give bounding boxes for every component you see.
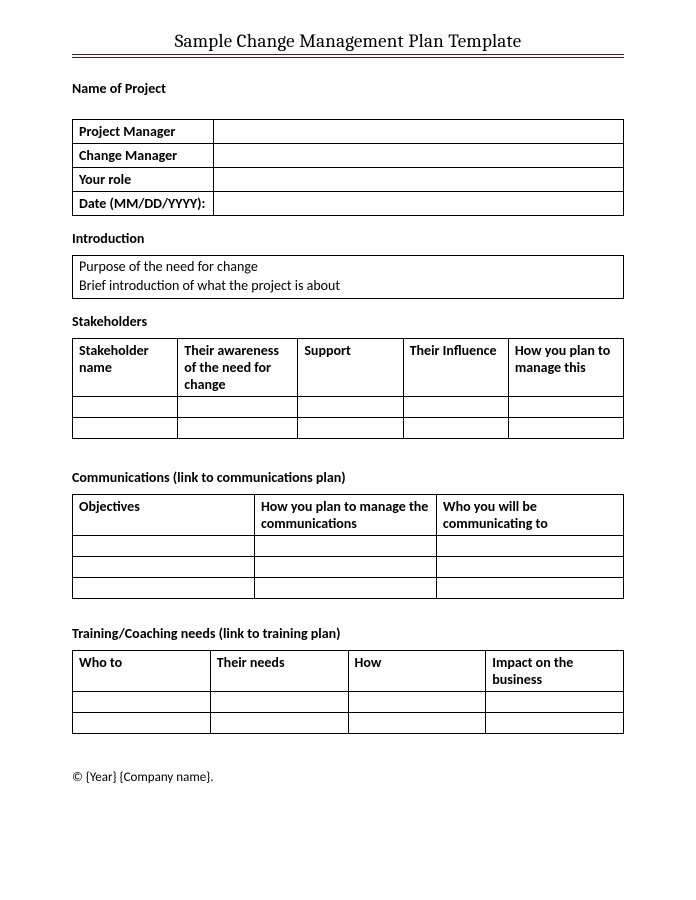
name-of-project-label: Name of Project xyxy=(72,80,624,97)
training-table: Who to Their needs How Impact on the bus… xyxy=(72,650,624,734)
comm-col-manage: How you plan to manage the communication… xyxy=(254,494,436,535)
training-heading: Training/Coaching needs (link to trainin… xyxy=(72,625,624,642)
title-rule xyxy=(72,54,624,58)
table-row: Date (MM/DD/YYYY): xyxy=(73,192,624,216)
stakeholders-table: Stakeholder name Their awareness of the … xyxy=(72,338,624,439)
table-row xyxy=(73,712,624,733)
comm-col-who: Who you will be communicating to xyxy=(436,494,623,535)
comm-col-objectives: Objectives xyxy=(73,494,255,535)
value-date xyxy=(214,192,624,216)
stakeholders-col-manage: How you plan to manage this xyxy=(508,338,623,396)
introduction-line1: Purpose of the need for change xyxy=(79,258,617,277)
project-info-table: Project Manager Change Manager Your role… xyxy=(72,119,624,216)
value-change-manager xyxy=(214,144,624,168)
training-col-needs: Their needs xyxy=(210,650,348,691)
table-row: Project Manager xyxy=(73,120,624,144)
footer-text: © {Year} {Company name}. xyxy=(72,770,624,785)
table-header-row: Objectives How you plan to manage the co… xyxy=(73,494,624,535)
table-header-row: Stakeholder name Their awareness of the … xyxy=(73,338,624,396)
value-your-role xyxy=(214,168,624,192)
training-col-how: How xyxy=(348,650,486,691)
value-project-manager xyxy=(214,120,624,144)
table-row: Change Manager xyxy=(73,144,624,168)
table-row xyxy=(73,556,624,577)
document-title: Sample Change Management Plan Template xyxy=(72,30,624,52)
table-row xyxy=(73,577,624,598)
communications-table: Objectives How you plan to manage the co… xyxy=(72,494,624,599)
table-row: Your role xyxy=(73,168,624,192)
table-row xyxy=(73,691,624,712)
stakeholders-col-influence: Their Influence xyxy=(403,338,508,396)
communications-heading: Communications (link to communications p… xyxy=(72,469,624,486)
training-col-who: Who to xyxy=(73,650,211,691)
training-col-impact: Impact on the business xyxy=(486,650,624,691)
label-your-role: Your role xyxy=(73,168,214,192)
introduction-box: Purpose of the need for change Brief int… xyxy=(72,255,624,299)
table-row xyxy=(73,396,624,417)
stakeholders-col-support: Support xyxy=(298,338,403,396)
table-header-row: Who to Their needs How Impact on the bus… xyxy=(73,650,624,691)
label-change-manager: Change Manager xyxy=(73,144,214,168)
introduction-line2: Brief introduction of what the project i… xyxy=(79,277,617,296)
stakeholders-heading: Stakeholders xyxy=(72,313,624,330)
table-row xyxy=(73,417,624,438)
label-date: Date (MM/DD/YYYY): xyxy=(73,192,214,216)
stakeholders-col-awareness: Their awareness of the need for change xyxy=(178,338,298,396)
label-project-manager: Project Manager xyxy=(73,120,214,144)
stakeholders-col-name: Stakeholder name xyxy=(73,338,178,396)
table-row xyxy=(73,535,624,556)
introduction-heading: Introduction xyxy=(72,230,624,247)
